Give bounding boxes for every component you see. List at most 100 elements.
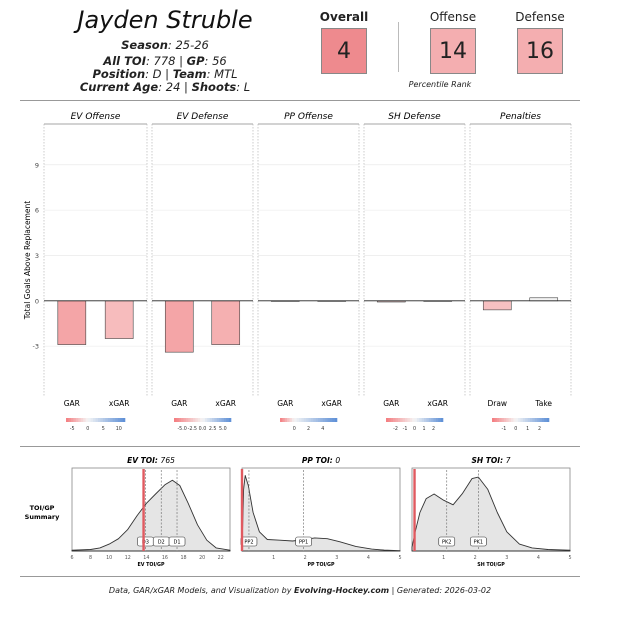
overall-rank-box: 4 xyxy=(321,28,367,74)
legend-swatch xyxy=(513,418,517,422)
panel-title: SH Defense xyxy=(388,112,441,122)
legend-swatch xyxy=(520,418,524,422)
legend-swatch xyxy=(386,418,389,422)
footer-brand: Evolving-Hockey.com xyxy=(294,586,390,595)
toi-x-tick: 6 xyxy=(70,555,73,561)
legend-swatch xyxy=(117,418,121,422)
legend-swatch xyxy=(280,418,283,422)
legend-swatch xyxy=(193,418,196,422)
legend-swatch xyxy=(544,418,547,422)
legend-swatch xyxy=(393,418,396,422)
legend-tick-label: -5 xyxy=(70,426,75,432)
legend-swatch xyxy=(320,418,324,422)
legend-swatch xyxy=(181,418,184,422)
bar-ev-offense-gar xyxy=(57,300,87,345)
panel-title: EV Offense xyxy=(71,112,121,122)
legend-swatch xyxy=(395,418,399,422)
toi-x-tick: 4 xyxy=(367,555,370,561)
toi-x-tick: 2 xyxy=(474,555,477,561)
x-category-label: GAR xyxy=(383,399,399,408)
position-line: Position: D | Team: MTL xyxy=(92,67,238,81)
legend-swatch xyxy=(530,418,533,422)
legend-swatch xyxy=(419,418,422,422)
legend-swatch xyxy=(78,418,82,422)
legend-swatch xyxy=(66,418,69,422)
legend-tick-label: 0 xyxy=(514,426,517,432)
toi-x-tick: 1 xyxy=(272,555,275,561)
legend-swatch xyxy=(174,418,177,422)
legend-swatch xyxy=(431,418,434,422)
legend-swatch xyxy=(327,418,331,422)
legend-swatch xyxy=(188,418,191,422)
legend-swatch xyxy=(183,418,187,422)
toi-x-tick: 18 xyxy=(180,555,186,561)
legend-swatch xyxy=(204,418,208,422)
legend-swatch xyxy=(178,418,182,422)
tier-marker-label: PK2 xyxy=(442,540,451,546)
legend-swatch xyxy=(301,418,305,422)
toi-panel-title: PP TOI: 0 xyxy=(302,456,341,465)
legend-swatch xyxy=(503,418,507,422)
bar-ev-offense-xgar xyxy=(104,300,134,339)
footer-rule xyxy=(20,576,580,577)
legend-swatch xyxy=(400,418,403,422)
toi-title-value: 765 xyxy=(161,456,176,465)
toi-title-label: SH TOI: xyxy=(472,456,506,465)
toi-line: All TOI: 778 | GP: 56 xyxy=(103,54,227,68)
shoots-value: L xyxy=(243,80,251,94)
legend-swatch xyxy=(527,418,531,422)
y-tick-label: -3 xyxy=(33,343,39,351)
legend-tick-label: 5 xyxy=(102,426,105,432)
legend-swatch xyxy=(122,418,126,422)
legend-swatch xyxy=(73,418,77,422)
legend-swatch xyxy=(95,418,99,422)
legend-tick-label: 2 xyxy=(538,426,541,432)
legend-swatch xyxy=(496,418,500,422)
legend-swatch xyxy=(494,418,498,422)
legend-tick-label: 1 xyxy=(526,426,529,432)
legend-swatch xyxy=(105,418,109,422)
section-rule xyxy=(20,446,580,447)
toi-x-label: EV TOI/GP xyxy=(138,562,165,568)
legend-tick-label: 0 xyxy=(413,426,416,432)
tier-marker-box xyxy=(438,536,456,547)
legend-swatch xyxy=(219,418,222,422)
legend-swatch xyxy=(525,418,528,422)
legend-swatch xyxy=(315,418,319,422)
toi-x-tick: 22 xyxy=(218,555,224,561)
legend-swatch xyxy=(90,418,94,422)
toi-x-tick: 4 xyxy=(537,555,540,561)
bar-penalties-draw xyxy=(482,300,512,311)
legend-swatch xyxy=(412,418,415,422)
legend-tick-label: 1 xyxy=(422,426,425,432)
legend-tick-label: 0 xyxy=(86,426,89,432)
bar-penalties-take xyxy=(529,297,559,302)
x-category-label: Take xyxy=(534,399,552,408)
x-category-label: xGAR xyxy=(321,399,342,408)
overall-label: Overall xyxy=(319,10,369,24)
legend-swatch xyxy=(416,418,420,422)
legend-swatch xyxy=(310,418,314,422)
panel-title: Penalties xyxy=(500,112,541,122)
toi-title-label: PP TOI: xyxy=(302,456,336,465)
age-line: Current Age: 24 | Shoots: L xyxy=(79,80,251,94)
legend-swatch xyxy=(440,418,444,422)
legend-swatch xyxy=(318,418,321,422)
tier-marker-label: D3 xyxy=(142,540,149,546)
tier-marker-box xyxy=(470,536,487,547)
y-axis-label: Total Goals Above Replacement xyxy=(23,201,32,321)
legend-swatch xyxy=(291,418,295,422)
legend-tick-label: -2.5 xyxy=(188,426,197,432)
legend-tick-label: -2 xyxy=(393,426,398,432)
panel-title: PP Offense xyxy=(284,112,333,122)
legend-swatch xyxy=(421,418,425,422)
offense-label: Offense xyxy=(429,10,477,24)
legend-swatch xyxy=(284,418,288,422)
legend-swatch xyxy=(539,418,543,422)
legend-swatch xyxy=(390,418,394,422)
legend-swatch xyxy=(112,418,116,422)
x-category-label: GAR xyxy=(64,399,80,408)
player-toi-marker xyxy=(142,469,145,551)
